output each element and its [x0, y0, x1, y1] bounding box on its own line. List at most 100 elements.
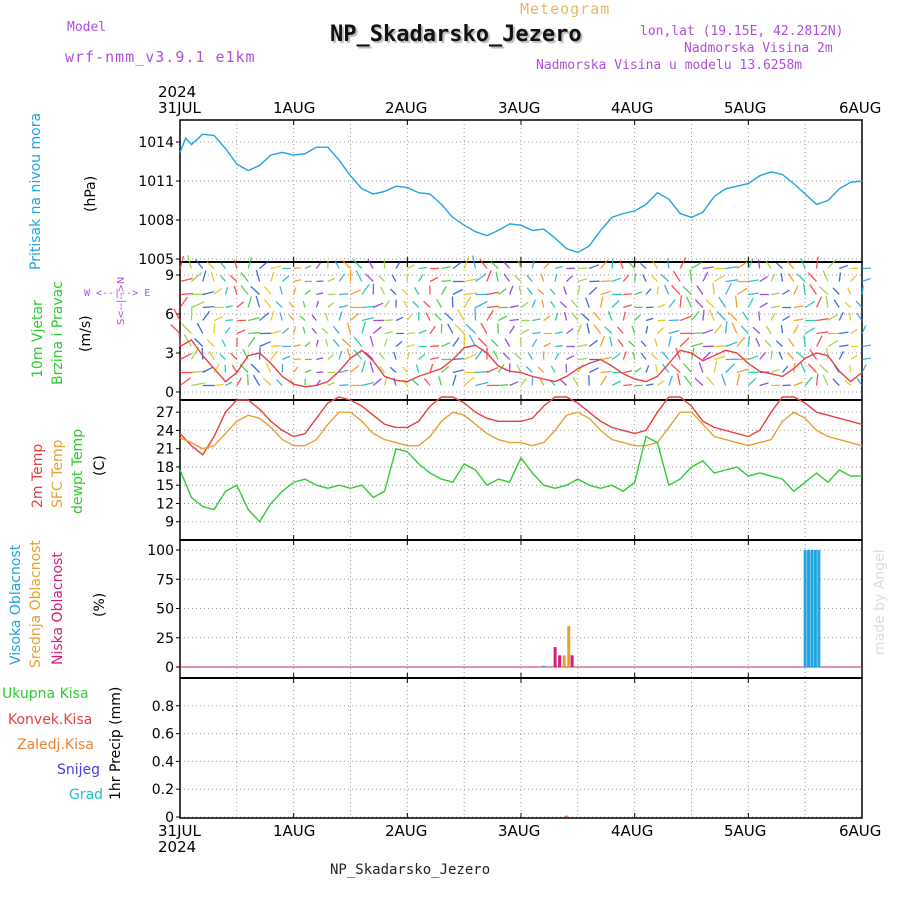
wind-barb [270, 350, 278, 360]
wind-barb [531, 338, 538, 347]
wind-barb [270, 330, 282, 335]
wind-barb [213, 363, 220, 373]
wind-barb [780, 273, 784, 282]
wind-barb [247, 336, 256, 347]
wind-barb [559, 379, 567, 386]
wind-barb [475, 381, 489, 387]
wind-barb [452, 357, 464, 361]
wind-barb [691, 332, 704, 335]
wind-barb [740, 325, 749, 334]
wind-barb [208, 350, 215, 360]
wind-barb [807, 272, 818, 282]
wind-barb [361, 284, 370, 295]
wind-barb [479, 258, 488, 269]
wind-barb [725, 265, 738, 270]
wind-barb [497, 364, 505, 373]
wind-barb [325, 339, 329, 347]
wind-barb [815, 256, 819, 269]
wind-barb [691, 261, 703, 270]
wind-barb [346, 322, 352, 334]
x-tick-bottom-6: 6AUG [839, 822, 882, 840]
wind-barb [179, 377, 191, 387]
wind-barb [255, 295, 261, 308]
wind-barb [248, 331, 260, 335]
x-tick-bottom-4: 4AUG [611, 822, 654, 840]
precip-legend-total: Ukupna Kisa [2, 686, 89, 702]
wind-barb [713, 361, 718, 373]
wind-barb [577, 267, 588, 270]
wind-barb [213, 287, 222, 295]
wind-barb [782, 315, 790, 322]
wind-barb [566, 275, 573, 282]
wind-barb [622, 311, 626, 321]
wind-barb [194, 259, 204, 269]
wind-barb [600, 370, 612, 374]
wind-barb [220, 275, 226, 282]
wind-barb [611, 258, 614, 269]
wind-barb [577, 357, 588, 361]
wind-barb [759, 276, 768, 283]
wind-barb [518, 285, 522, 295]
wind-barb [395, 261, 401, 269]
wind-barb [338, 304, 349, 309]
wind-barb [463, 376, 475, 386]
wind-barb [747, 297, 754, 308]
wind-barb [780, 325, 784, 334]
wind-barb [390, 288, 397, 295]
wind-barb [809, 284, 818, 295]
wind-barb [611, 300, 620, 308]
wind-barb [429, 325, 436, 334]
wind-barb [539, 378, 545, 386]
wind-barb [526, 274, 533, 282]
wind-barb [236, 329, 246, 335]
wind-barb [757, 259, 761, 269]
wind-barb [727, 311, 738, 321]
x-tick-top-4: 4AUG [611, 99, 654, 117]
wind-barb [509, 305, 519, 309]
temp-2m-line [179, 396, 863, 456]
wind-barb [563, 286, 568, 295]
wind-barb [861, 357, 871, 361]
wind-barb [758, 311, 761, 321]
wind-barb [617, 326, 624, 334]
ytick-label-wind: 3 [165, 346, 174, 362]
wind-barb [849, 364, 852, 373]
wind-barb [588, 339, 598, 348]
wind-barb [714, 345, 726, 348]
wind-barb [628, 262, 636, 269]
wind-barb [221, 339, 227, 347]
ytick-label-temperature: 27 [156, 405, 174, 421]
wind-barb [224, 287, 229, 295]
wind-barb [513, 274, 522, 282]
wind-barb [447, 323, 454, 334]
wind-barb [457, 309, 465, 321]
wind-barb [299, 315, 306, 321]
wind-barb [503, 273, 511, 282]
wind-barb [429, 276, 439, 283]
wind-barb [270, 310, 275, 321]
wind-barb [848, 312, 852, 321]
wind-barb [378, 275, 386, 282]
wind-barb [765, 325, 772, 334]
wind-barb [304, 289, 311, 295]
ytick-label-cloud: 25 [156, 631, 174, 647]
wind-barb [183, 334, 192, 347]
wind-barb [477, 337, 488, 347]
wind-barb [282, 355, 291, 361]
wind-barb [441, 342, 451, 348]
wind-barb [304, 265, 312, 270]
wind-barb [191, 301, 205, 309]
wind-barb [816, 331, 829, 335]
x-tick-top-6: 6AUG [839, 99, 882, 117]
wind-barb [736, 368, 749, 374]
wind-barb [495, 271, 499, 282]
model-name: wrf-nmm_v3.9.1 e1km [65, 48, 256, 66]
wind-barb [509, 325, 515, 334]
wind-barb [486, 305, 499, 309]
wind-barb [832, 287, 840, 295]
wind-barb [856, 377, 863, 386]
wind-barb [246, 373, 249, 386]
footer-station: NP_Skadarsko_Jezero [330, 862, 491, 878]
wind-barb [818, 286, 829, 295]
wind-barb [191, 382, 206, 387]
